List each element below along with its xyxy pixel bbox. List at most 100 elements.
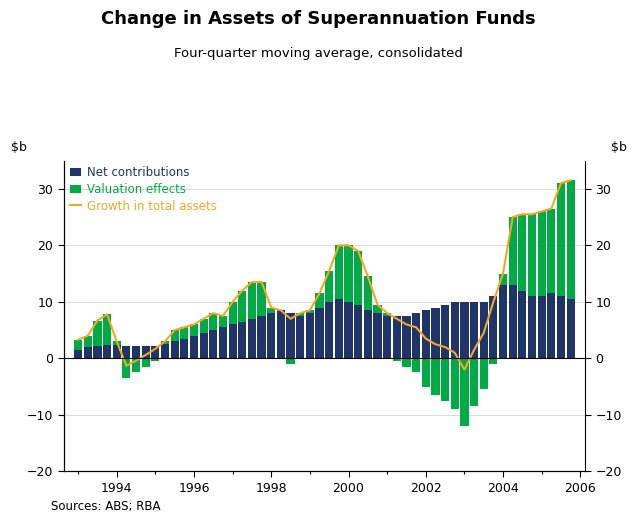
Bar [132,358,140,372]
Bar [325,271,333,302]
Bar [180,339,188,358]
Text: Change in Assets of Superannuation Funds: Change in Assets of Superannuation Funds [100,10,536,28]
Bar [228,324,237,358]
Legend: Net contributions, Valuation effects, Growth in total assets: Net contributions, Valuation effects, Gr… [69,166,217,212]
Bar [277,310,285,358]
Bar [499,285,507,358]
Bar [528,296,536,358]
Growth in total assets [248,279,256,285]
Bar [364,277,372,310]
Bar [258,282,266,316]
Bar [489,296,497,358]
Bar [383,313,391,316]
Bar [373,305,382,313]
Bar [518,214,527,291]
Bar [403,358,411,367]
Bar [315,293,324,308]
Bar [219,327,227,358]
Bar [180,327,188,339]
Bar [122,346,130,358]
Bar [528,214,536,296]
Bar [122,358,130,378]
Bar [296,313,304,316]
Bar [392,358,401,361]
Bar [392,316,401,358]
Bar [84,347,92,358]
Bar [248,282,256,319]
Bar [431,358,439,395]
Bar [451,302,459,358]
Bar [431,308,439,358]
Bar [412,358,420,372]
Bar [335,299,343,358]
Bar [373,313,382,358]
Bar [113,346,121,358]
Bar [509,217,517,285]
Bar [151,346,160,358]
Text: $b: $b [11,141,27,154]
Line: Growth in total assets: Growth in total assets [78,180,570,370]
Bar [248,319,256,358]
Bar [422,310,430,358]
Bar [537,211,546,296]
Bar [354,251,363,305]
Bar [200,319,208,333]
Growth in total assets [306,307,314,313]
Bar [161,344,169,358]
Bar [306,310,314,313]
Bar [441,358,449,401]
Bar [84,336,92,347]
Bar [286,313,294,358]
Bar [286,358,294,364]
Bar [170,341,179,358]
Bar [228,302,237,324]
Bar [170,330,179,341]
Bar [142,358,150,367]
Bar [296,316,304,358]
Bar [258,316,266,358]
Bar [499,274,507,285]
Bar [315,308,324,358]
Bar [422,358,430,386]
Bar [238,291,246,322]
Bar [267,313,275,358]
Growth in total assets [538,208,546,214]
Bar [219,316,227,327]
Bar [518,291,527,358]
Bar [470,302,478,358]
Bar [537,296,546,358]
Bar [200,333,208,358]
Bar [451,358,459,409]
Bar [354,305,363,358]
Bar [209,330,218,358]
Bar [567,299,575,358]
Bar [489,358,497,364]
Bar [480,302,488,358]
Growth in total assets [74,337,82,343]
Bar [383,316,391,358]
Bar [190,336,198,358]
Bar [364,310,372,358]
Bar [325,302,333,358]
Bar [103,314,111,346]
Bar [142,347,150,358]
Growth in total assets [460,367,468,373]
Growth in total assets [567,177,574,183]
Bar [74,340,82,350]
Bar [557,183,565,296]
Bar [403,316,411,358]
Bar [470,358,478,407]
Bar [547,293,555,358]
Bar [238,322,246,358]
Bar [480,358,488,390]
Growth in total assets [393,315,401,322]
Bar [93,346,102,358]
Bar [441,305,449,358]
Text: Four-quarter moving average, consolidated: Four-quarter moving average, consolidate… [174,47,462,60]
Bar [267,308,275,313]
Bar [161,341,169,344]
Bar [151,358,160,361]
Bar [547,209,555,293]
Text: Sources: ABS; RBA: Sources: ABS; RBA [51,500,160,513]
Growth in total assets [113,338,121,344]
